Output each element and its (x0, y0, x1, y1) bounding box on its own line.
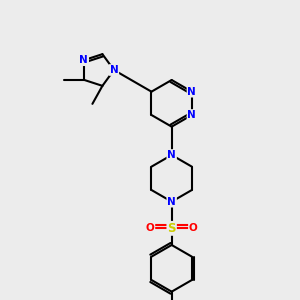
Text: N: N (167, 197, 176, 207)
Text: N: N (188, 110, 196, 120)
Text: N: N (188, 87, 196, 97)
Text: N: N (110, 65, 118, 75)
Text: O: O (146, 223, 154, 233)
Text: S: S (167, 222, 176, 235)
Text: O: O (189, 223, 198, 233)
Text: N: N (80, 55, 88, 65)
Text: N: N (167, 150, 176, 160)
